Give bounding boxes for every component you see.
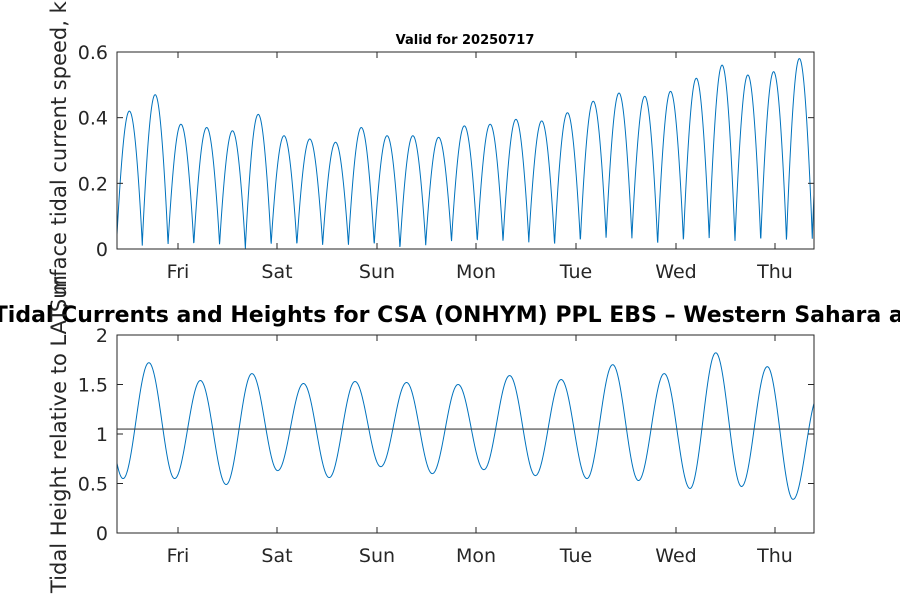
x-tick-label: Wed — [655, 261, 696, 283]
current-speed-y-axis-label: Surface tidal current speed, kn — [47, 0, 71, 312]
tidal-height-y-ticks: 0 0.5 1 1.5 2 — [78, 325, 814, 545]
x-tick-label: Mon — [456, 261, 496, 283]
current-speed-series-line — [117, 58, 814, 249]
y-tick-label: 0.6 — [78, 42, 108, 64]
y-tick-label: 2 — [96, 325, 108, 347]
y-tick-label: 0.4 — [78, 108, 108, 130]
current-speed-plot-area — [116, 51, 815, 250]
x-tick-label: Mon — [456, 545, 496, 567]
tidal-height-title: Tidal Currents and Heights for CSA (ONHY… — [0, 303, 900, 328]
x-tick-label: Thu — [756, 545, 793, 567]
y-tick-label: 0 — [96, 523, 108, 545]
y-tick-label: 0 — [96, 239, 108, 261]
current-speed-axes-box — [116, 51, 815, 250]
y-tick-label: 1.5 — [78, 375, 108, 397]
y-tick-label: 1 — [96, 424, 108, 446]
current-speed-y-ticks: 0 0.2 0.4 0.6 — [78, 42, 814, 261]
x-tick-label: Sun — [359, 545, 395, 567]
x-tick-label: Wed — [655, 545, 696, 567]
current-speed-chart: Valid for 20250717 0 0.2 0.4 0.6 Fri Sat Sun M… — [47, 0, 815, 312]
tidal-height-x-ticks: Fri Sat Sun Mon Tue Wed Thu — [167, 335, 793, 567]
x-tick-label: Tue — [559, 261, 592, 283]
x-tick-label: Thu — [756, 261, 793, 283]
tidal-height-series-line — [117, 352, 814, 500]
x-tick-label: Sun — [359, 261, 395, 283]
x-tick-label: Tue — [559, 545, 592, 567]
tidal-height-y-axis-label: Tidal Height relative to LAT, m — [47, 275, 71, 594]
x-tick-label: Fri — [167, 545, 190, 567]
current-speed-title: Valid for 20250717 — [396, 33, 535, 48]
x-tick-label: Sat — [261, 261, 292, 283]
y-tick-label: 0.5 — [78, 474, 108, 496]
y-tick-label: 0.2 — [78, 173, 108, 195]
tidal-height-chart: Tidal Currents and Heights for CSA (ONHY… — [0, 275, 900, 594]
current-speed-x-ticks: Fri Sat Sun Mon Tue Wed Thu — [167, 52, 793, 283]
x-tick-label: Sat — [261, 545, 292, 567]
x-tick-label: Fri — [167, 261, 190, 283]
